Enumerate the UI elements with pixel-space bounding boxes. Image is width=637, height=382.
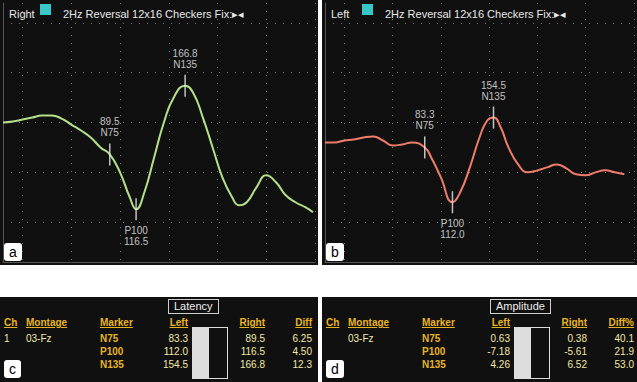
html-text:-7.18: -7.18: [487, 346, 510, 357]
svg-text:N135: N135: [173, 59, 197, 70]
svg-text:N135: N135: [482, 91, 506, 102]
svg-text:2Hz Reversal 12x16 Checkers Fi: 2Hz Reversal 12x16 Checkers Fix:▸◂: [385, 8, 566, 20]
html-text:N135: N135: [422, 359, 446, 370]
html-text:b: b: [331, 244, 339, 260]
svg-text:116.5: 116.5: [124, 236, 149, 247]
html-text:Marker: Marker: [100, 317, 133, 328]
html-text:Montage: Montage: [26, 317, 68, 328]
svg-text:83.3: 83.3: [415, 109, 435, 120]
html-text:166.8: 166.8: [240, 359, 265, 370]
html-text:c: c: [9, 361, 16, 377]
svg-text:2Hz Reversal 12x16 Checkers Fi: 2Hz Reversal 12x16 Checkers Fix:▸◂: [63, 8, 244, 20]
html-text:Left: Left: [169, 317, 188, 328]
html-text:21.9: 21.9: [614, 346, 634, 357]
html-text:a: a: [9, 244, 17, 260]
html-text:6.52: 6.52: [567, 359, 587, 370]
html-text:N75: N75: [100, 333, 119, 344]
svg-text:89.5: 89.5: [100, 116, 120, 127]
html-text:0.38: 0.38: [567, 333, 587, 344]
html-text:Amplitude: Amplitude: [496, 300, 545, 312]
html-text:Diff: Diff: [295, 317, 312, 328]
svg-text:Left: Left: [331, 8, 349, 20]
html-text:03-Fz: 03-Fz: [348, 333, 374, 344]
svg-text:166.8: 166.8: [173, 48, 198, 59]
html-text:83.3: 83.3: [168, 333, 188, 344]
html-text:0.63: 0.63: [490, 333, 510, 344]
html-text:N75: N75: [422, 333, 441, 344]
html-text:154.5: 154.5: [163, 359, 188, 370]
html-text:116.5: 116.5: [240, 346, 265, 357]
html-text:03-Fz: 03-Fz: [26, 333, 52, 344]
html-text:40.1: 40.1: [614, 333, 634, 344]
html-text:4.50: 4.50: [292, 346, 312, 357]
html-text:12.3: 12.3: [292, 359, 312, 370]
html-text:N135: N135: [100, 359, 124, 370]
html-text:-5.61: -5.61: [564, 346, 587, 357]
html-text:Right: Right: [561, 317, 587, 328]
html-text:6.25: 6.25: [292, 333, 312, 344]
svg-text:Right: Right: [9, 8, 35, 20]
html-text:Montage: Montage: [348, 317, 390, 328]
svg-text:154.5: 154.5: [481, 80, 506, 91]
html-text:Diff%: Diff%: [608, 317, 634, 328]
html-text:89.5: 89.5: [245, 333, 265, 344]
html-text:Ch: Ch: [326, 317, 340, 328]
html-text:Marker: Marker: [422, 317, 455, 328]
html-text:Ch: Ch: [4, 317, 18, 328]
html-text:Latency: Latency: [174, 300, 213, 312]
svg-text:112.0: 112.0: [440, 229, 465, 240]
html-text:Right: Right: [239, 317, 265, 328]
svg-text:P100: P100: [124, 225, 148, 236]
html-text:P100: P100: [100, 346, 124, 357]
html-text:1: 1: [4, 333, 10, 344]
html-text:112.0: 112.0: [163, 346, 188, 357]
html-text:P100: P100: [422, 346, 446, 357]
html-text:d: d: [331, 361, 339, 377]
svg-text:N75: N75: [416, 120, 435, 131]
svg-text:N75: N75: [101, 127, 120, 138]
svg-text:P100: P100: [441, 218, 465, 229]
html-text:4.26: 4.26: [490, 359, 510, 370]
html-text:Left: Left: [491, 317, 510, 328]
html-text:53.0: 53.0: [614, 359, 634, 370]
